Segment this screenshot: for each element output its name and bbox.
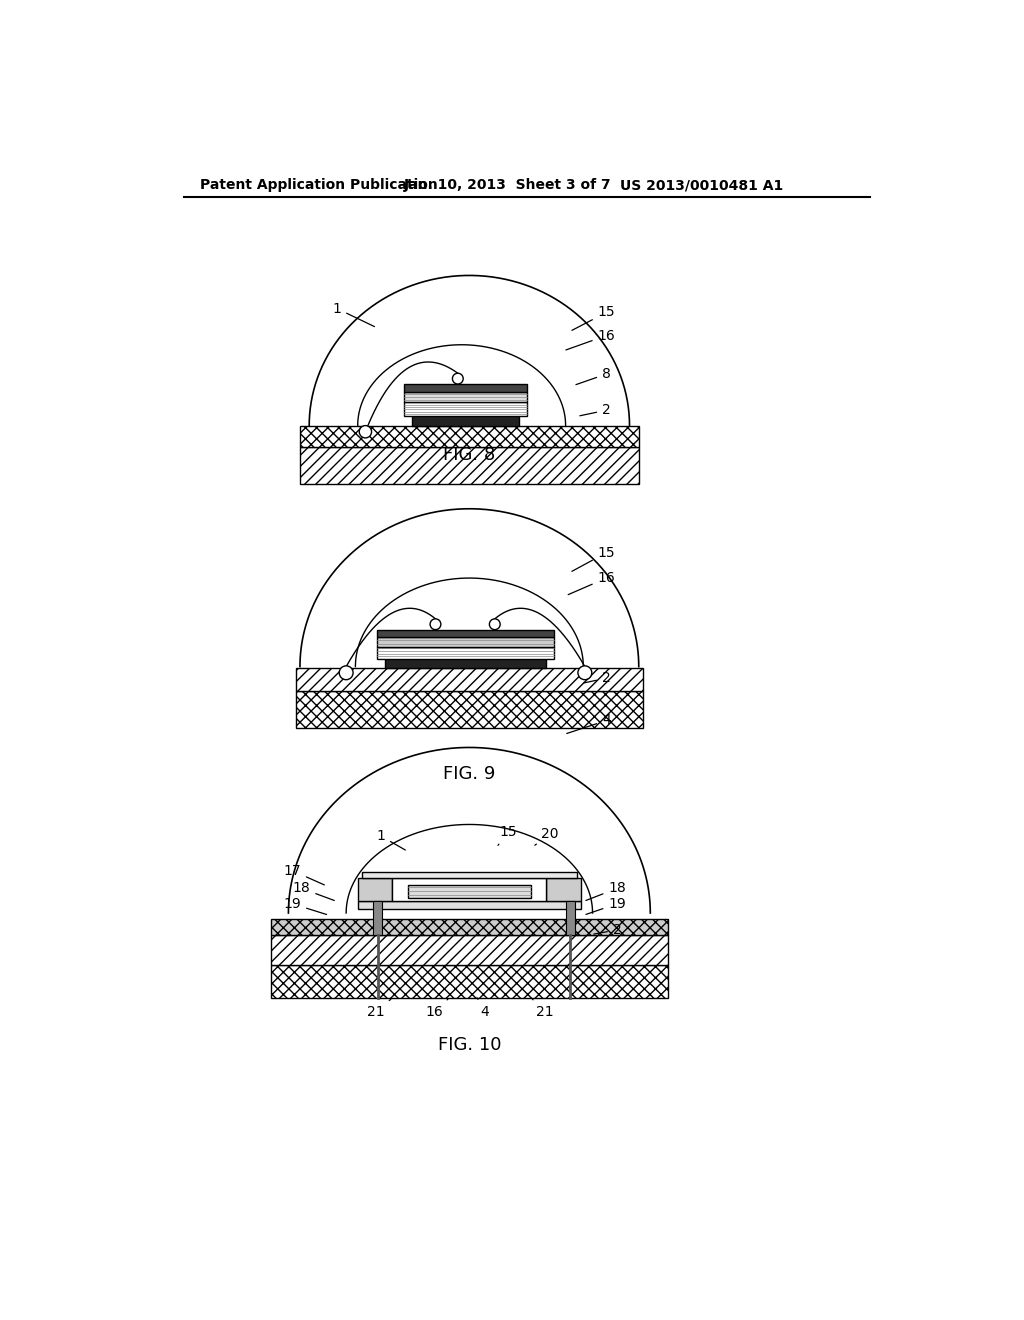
Text: Jan. 10, 2013  Sheet 3 of 7: Jan. 10, 2013 Sheet 3 of 7 [403,178,611,193]
Bar [377,638,554,647]
Bar [403,384,527,392]
Bar [300,425,639,447]
Text: 1: 1 [377,829,406,850]
Text: US 2013/0010481 A1: US 2013/0010481 A1 [620,178,782,193]
Text: 15: 15 [498,825,517,845]
Text: 4: 4 [566,714,610,734]
Text: FIG. 8: FIG. 8 [443,446,496,463]
Circle shape [359,425,372,438]
Text: 19: 19 [586,896,626,915]
Text: 2: 2 [594,923,622,937]
Text: 2: 2 [580,403,610,417]
Bar [412,414,519,425]
Bar [296,668,643,692]
Bar [385,657,547,668]
Text: 1: 1 [333,301,375,326]
Bar [296,692,643,729]
Bar [300,447,639,484]
Text: 8: 8 [575,367,611,384]
Circle shape [453,374,463,384]
Text: FIG. 9: FIG. 9 [443,766,496,783]
Circle shape [489,619,500,630]
Text: 18: 18 [293,882,334,900]
Text: 17: 17 [284,863,325,884]
Text: 2: 2 [584,671,610,685]
Bar [377,630,554,638]
Bar [357,878,392,902]
Text: 21: 21 [532,999,554,1019]
Text: FIG. 10: FIG. 10 [437,1036,501,1055]
Bar [547,878,581,902]
Circle shape [578,665,592,680]
Bar [403,392,527,403]
Text: 19: 19 [284,896,327,915]
Bar [377,647,554,659]
Bar [373,902,382,935]
Text: 20: 20 [535,828,559,845]
Bar [403,403,527,416]
Text: 16: 16 [426,999,447,1019]
Text: 16: 16 [568,572,615,594]
Text: 15: 15 [572,305,615,330]
Text: 15: 15 [571,545,615,572]
Bar [270,935,668,965]
Text: 4: 4 [477,998,489,1019]
Bar [357,902,581,909]
Text: Patent Application Publication: Patent Application Publication [200,178,437,193]
Bar [270,919,668,935]
Bar [270,965,668,998]
Bar [565,902,574,935]
Text: 21: 21 [367,999,391,1019]
Bar [392,878,547,902]
Text: 18: 18 [586,882,626,900]
Text: 16: 16 [566,329,615,350]
Bar [408,884,531,899]
Circle shape [430,619,441,630]
Bar [361,873,578,878]
Circle shape [339,665,353,680]
